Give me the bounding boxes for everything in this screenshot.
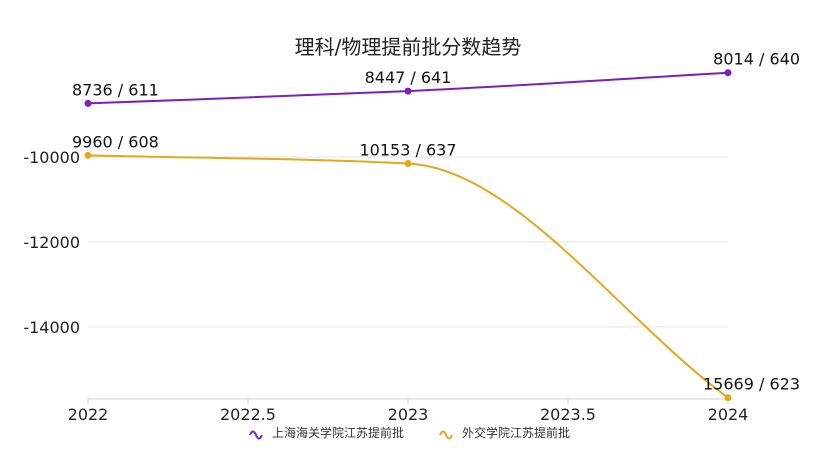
data-label: 8447 / 641: [365, 68, 452, 87]
x-tick-label: 2023.5: [540, 405, 596, 424]
legend-label: 上海海关学院江苏提前批: [272, 425, 404, 440]
data-labels: 8736 / 611 8447 / 641 8014 / 640 9960 / 608…: [72, 50, 800, 394]
data-label: 9960 / 608: [72, 132, 159, 151]
x-tick-label: 2022: [68, 405, 109, 424]
data-label: 15669 / 623: [703, 375, 800, 394]
y-tick-label: -10000: [23, 148, 80, 167]
legend[interactable]: 上海海关学院江苏提前批 外交学院江苏提前批: [249, 425, 570, 440]
legend-swatch: [249, 430, 263, 440]
data-point[interactable]: [84, 151, 92, 159]
series-line-1: [87, 154, 729, 399]
x-tick-label: 2024: [708, 405, 749, 424]
legend-item-0[interactable]: 上海海关学院江苏提前批: [249, 425, 404, 440]
data-point[interactable]: [404, 160, 412, 168]
legend-item-1[interactable]: 外交学院江苏提前批: [439, 425, 570, 440]
y-tick-label: -12000: [23, 233, 80, 252]
x-tick-label: 2023: [388, 405, 429, 424]
grid-lines: [88, 156, 728, 328]
legend-swatch: [439, 430, 453, 440]
y-tick-label: -14000: [23, 318, 80, 337]
data-label: 8736 / 611: [72, 80, 159, 99]
data-point[interactable]: [84, 99, 92, 107]
data-label: 8014 / 640: [713, 50, 800, 69]
data-point[interactable]: [404, 87, 412, 95]
chart-title: 理科/物理提前批分数趋势: [295, 35, 522, 59]
axes: -10000 -12000 -14000 2022 2022.5 2023 2023.5 20…: [23, 148, 748, 424]
data-label: 10153 / 637: [360, 141, 457, 160]
data-point[interactable]: [724, 69, 732, 77]
legend-label: 外交学院江苏提前批: [462, 425, 570, 440]
series-layer: [84, 69, 732, 402]
data-point[interactable]: [724, 394, 732, 402]
x-tick-label: 2022.5: [220, 405, 276, 424]
